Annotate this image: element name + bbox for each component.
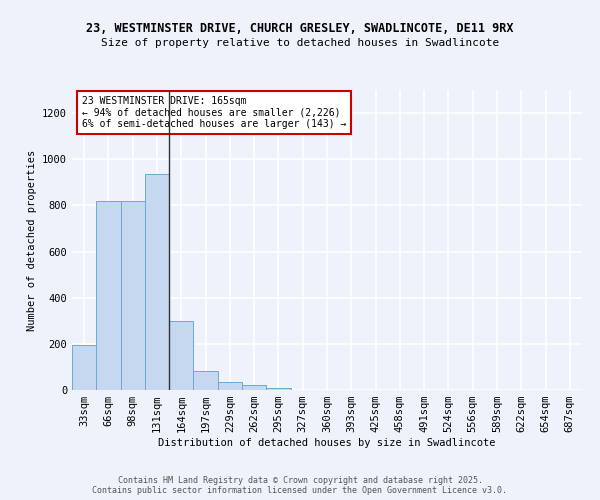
Bar — [145, 174, 169, 390]
Text: 23, WESTMINSTER DRIVE, CHURCH GRESLEY, SWADLINCOTE, DE11 9RX: 23, WESTMINSTER DRIVE, CHURCH GRESLEY, S… — [86, 22, 514, 36]
Bar — [121, 201, 145, 390]
Bar — [96, 201, 121, 390]
Bar — [169, 321, 193, 390]
Text: Size of property relative to detached houses in Swadlincote: Size of property relative to detached ho… — [101, 38, 499, 48]
Text: 23 WESTMINSTER DRIVE: 165sqm
← 94% of detached houses are smaller (2,226)
6% of : 23 WESTMINSTER DRIVE: 165sqm ← 94% of de… — [82, 96, 347, 129]
Bar — [266, 388, 290, 390]
Text: Contains HM Land Registry data © Crown copyright and database right 2025.
Contai: Contains HM Land Registry data © Crown c… — [92, 476, 508, 495]
X-axis label: Distribution of detached houses by size in Swadlincote: Distribution of detached houses by size … — [158, 438, 496, 448]
Bar — [242, 386, 266, 390]
Bar — [193, 371, 218, 390]
Bar — [72, 344, 96, 390]
Y-axis label: Number of detached properties: Number of detached properties — [26, 150, 37, 330]
Bar — [218, 382, 242, 390]
